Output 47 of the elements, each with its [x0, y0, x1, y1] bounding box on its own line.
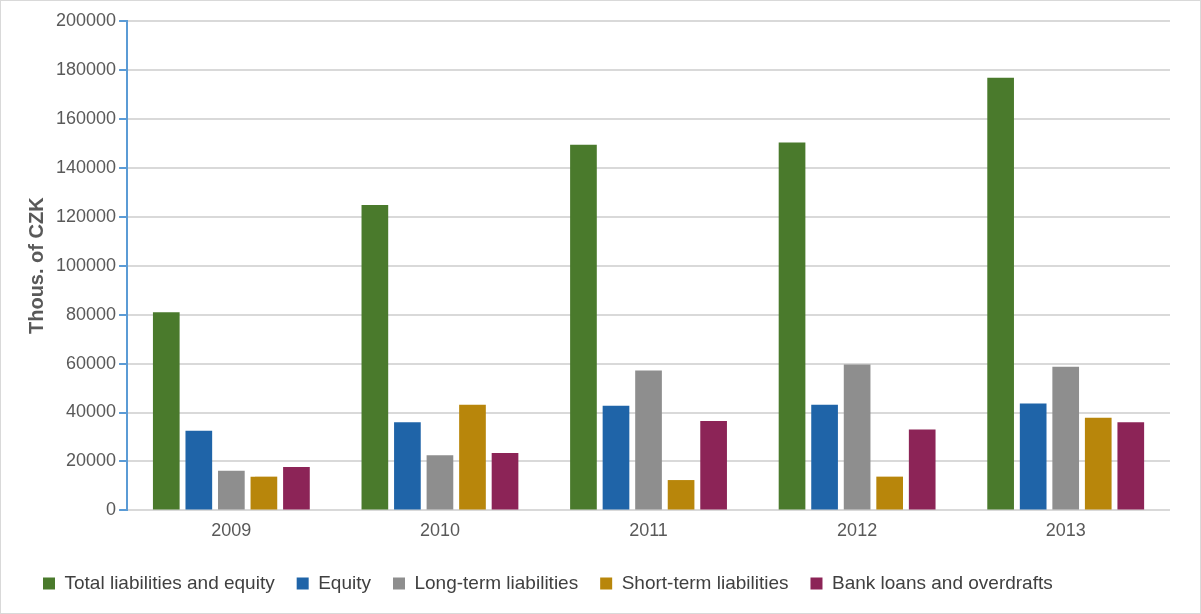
y-tick-label: 140000 [55, 156, 117, 177]
x-tick-label: 2012 [837, 520, 878, 541]
y-axis-title: Thous. of CZK [24, 196, 47, 335]
bar [811, 404, 838, 510]
bar [394, 422, 421, 510]
bar [1019, 403, 1047, 510]
bar [778, 142, 806, 510]
bar [602, 405, 630, 510]
y-tick-label: 60000 [66, 352, 117, 373]
y-tick-label: 100000 [55, 254, 117, 275]
bar [635, 370, 662, 510]
bar [361, 205, 389, 510]
bar [876, 476, 903, 510]
legend-label: Long-term liabilities [414, 571, 579, 593]
bar [908, 429, 936, 510]
x-tick-label: 2011 [629, 520, 668, 541]
bar [1052, 366, 1080, 510]
bar [250, 476, 278, 510]
bar [185, 430, 213, 510]
x-tick-label: 2013 [1045, 520, 1086, 541]
bar [843, 364, 871, 510]
bar [667, 480, 695, 510]
bar [570, 144, 597, 510]
bar [218, 470, 245, 510]
bar [1084, 417, 1112, 510]
y-tick-label: 160000 [55, 107, 117, 128]
bar [491, 452, 519, 510]
y-tick-label: 20000 [66, 450, 117, 471]
y-tick-label: 120000 [55, 205, 117, 226]
y-tick-label: 180000 [55, 58, 117, 79]
bar [283, 467, 310, 510]
legend-label: Short-term liabilities [621, 571, 789, 593]
legend-label: Bank loans and overdrafts [831, 571, 1053, 593]
legend-label: Total liabilities and equity [64, 571, 276, 593]
bar [1117, 422, 1145, 510]
x-tick-label: 2009 [211, 520, 252, 541]
bar [152, 312, 180, 510]
y-tick-label: 200000 [55, 9, 117, 30]
y-tick-label: 80000 [66, 303, 117, 324]
x-tick-label: 2010 [419, 520, 460, 541]
y-tick-label: 0 [106, 499, 117, 520]
bar [987, 77, 1014, 510]
legend-label: Equity [318, 571, 372, 593]
bar [459, 404, 486, 510]
bar [426, 455, 454, 510]
bar [700, 421, 727, 510]
y-tick-label: 40000 [66, 401, 117, 422]
